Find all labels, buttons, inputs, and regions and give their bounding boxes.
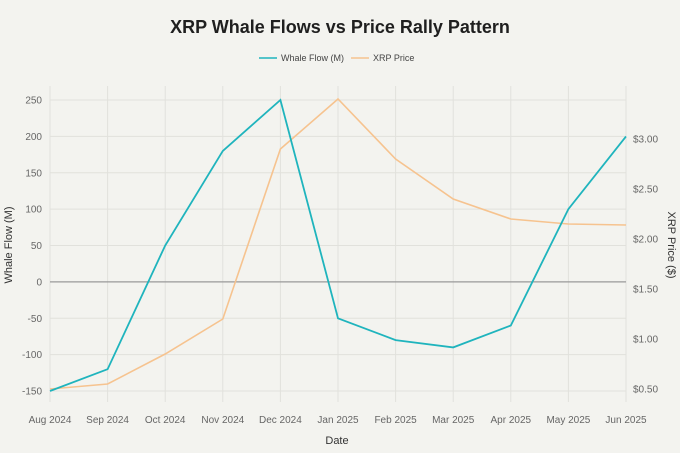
right-axis-ticks: $3.00 $2.50 $2.00 $1.50 $1.00 $0.50	[633, 135, 658, 396]
x-tick-label: Jun 2025	[605, 415, 647, 426]
x-tick-label: Dec 2024	[259, 415, 302, 426]
legend-label-xrp-price: XRP Price	[373, 53, 414, 63]
x-tick-label: Sep 2024	[86, 415, 129, 426]
chart-title: XRP Whale Flows vs Price Rally Pattern	[170, 17, 510, 37]
right-axis-title: XRP Price ($)	[665, 211, 677, 278]
x-axis-title: Date	[325, 435, 348, 447]
x-axis-ticks: Aug 2024 Sep 2024 Oct 2024 Nov 2024 Dec 2024…	[29, 415, 647, 426]
legend: Whale Flow (M) XRP Price	[259, 53, 414, 63]
x-tick-label: Apr 2025	[491, 415, 532, 426]
x-tick-label: Nov 2024	[201, 415, 244, 426]
right-tick-label: $1.00	[633, 335, 658, 346]
x-tick-label: Mar 2025	[432, 415, 475, 426]
left-tick-label: 50	[31, 241, 43, 252]
left-tick-label: -100	[22, 350, 42, 361]
right-tick-label: $3.00	[633, 135, 658, 146]
left-tick-label: -150	[22, 387, 42, 398]
left-tick-label: 100	[25, 205, 42, 216]
left-tick-label: 0	[36, 277, 42, 288]
x-tick-label: Aug 2024	[29, 415, 72, 426]
right-tick-label: $1.50	[633, 285, 658, 296]
x-tick-label: Feb 2025	[374, 415, 417, 426]
series-group	[49, 97, 627, 392]
x-tick-label: Oct 2024	[145, 415, 186, 426]
x-tick-label: May 2025	[546, 415, 590, 426]
right-tick-label: $0.50	[633, 385, 658, 396]
left-tick-label: 250	[25, 96, 42, 107]
series-line-xrp-price	[49, 97, 627, 390]
left-axis-title: Whale Flow (M)	[3, 206, 15, 283]
left-tick-label: 200	[25, 132, 42, 143]
left-tick-label: -50	[28, 314, 43, 325]
right-tick-label: $2.50	[633, 185, 658, 196]
left-axis-ticks: 250 200 150 100 50 0 -50 -100 -150	[22, 96, 42, 398]
legend-label-whale-flow: Whale Flow (M)	[281, 53, 344, 63]
right-tick-label: $2.00	[633, 235, 658, 246]
left-tick-label: 150	[25, 168, 42, 179]
series-line-whale-flow	[49, 98, 627, 392]
x-tick-label: Jan 2025	[317, 415, 359, 426]
